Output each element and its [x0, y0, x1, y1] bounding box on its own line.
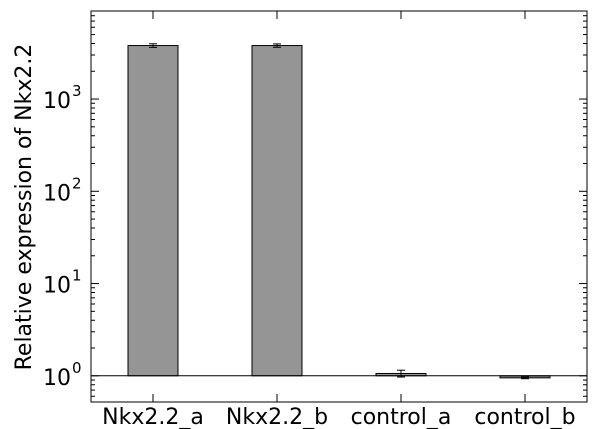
y-tick-exponent: 0 — [72, 359, 82, 377]
y-tick-label: 10 — [43, 89, 71, 114]
x-tick-label: control_a — [351, 405, 452, 429]
plot-frame — [90, 10, 588, 403]
x-tick-label: Nkx2.2_a — [102, 405, 204, 429]
y-axis-label: Relative expression of Nkx2.2 — [12, 44, 37, 371]
y-tick-exponent: 3 — [72, 82, 82, 100]
bar — [251, 45, 303, 377]
bar — [127, 45, 179, 377]
y-tick-exponent: 2 — [72, 174, 82, 192]
y-tick-label: 10 — [43, 181, 71, 206]
x-tick-label: Nkx2.2_b — [226, 405, 328, 429]
y-tick-label: 10 — [43, 366, 71, 391]
y-tick-exponent: 1 — [72, 267, 82, 285]
x-tick-label: control_b — [474, 405, 575, 429]
y-tick-label: 10 — [43, 274, 71, 299]
